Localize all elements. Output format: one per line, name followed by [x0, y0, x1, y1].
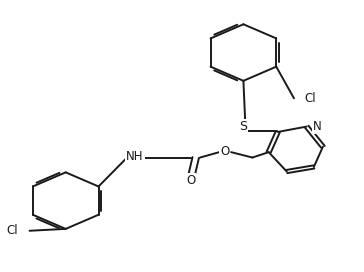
Text: O: O — [186, 174, 195, 187]
Text: S: S — [240, 120, 248, 133]
Text: NH: NH — [126, 150, 144, 163]
Text: N: N — [313, 120, 322, 133]
Text: Cl: Cl — [7, 224, 18, 237]
Text: O: O — [220, 145, 229, 158]
Text: Cl: Cl — [305, 92, 316, 105]
